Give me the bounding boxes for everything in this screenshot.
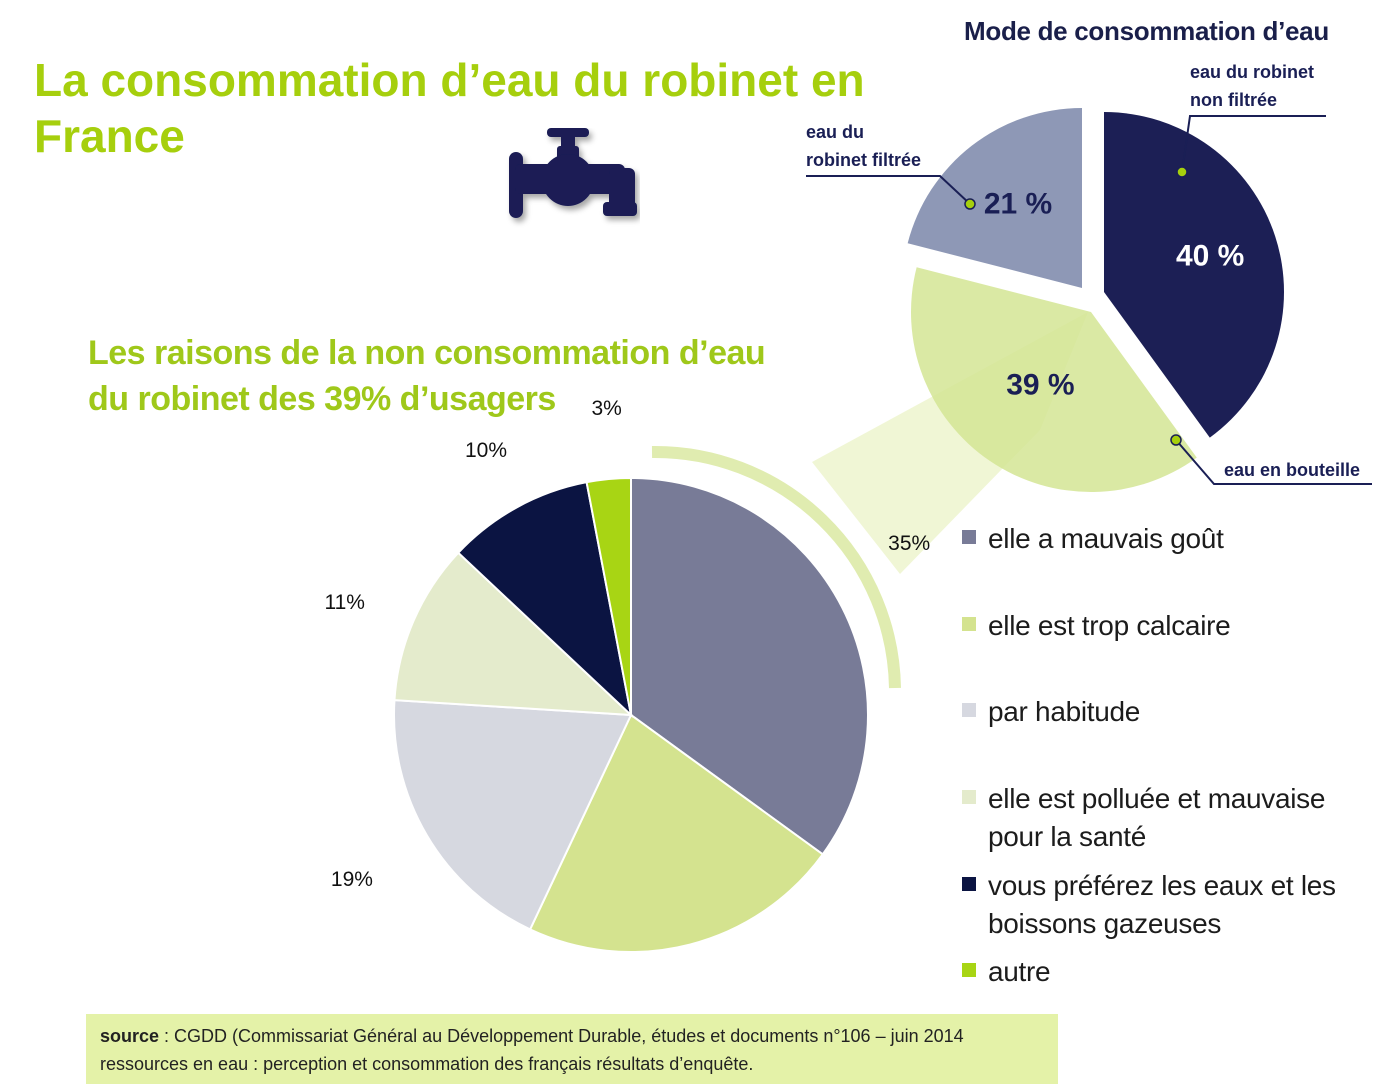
legend-label: vous préférez les eaux et les boissons g… <box>988 870 1336 939</box>
slice-autre <box>585 476 632 716</box>
slice-label-autre: 3% <box>591 397 621 420</box>
legend-swatch <box>962 703 976 717</box>
top-pie-callouts <box>806 115 1372 485</box>
label-filtree-line2: robinet filtrée <box>806 150 921 170</box>
source-bold: source <box>100 1026 160 1046</box>
legend-swatch <box>962 530 976 544</box>
legend-item-elle-est-trop-calcaire: elle est trop calcaire <box>962 607 1358 645</box>
slice-label-elle-est-polluee-et-mauvaise-pour-la-sante: 11% <box>325 591 365 614</box>
top-slice-eau-du-robinet-non-filtree <box>1104 112 1284 438</box>
legend-swatch <box>962 617 976 631</box>
legend-item-elle-a-mauvais-gout: elle a mauvais goût <box>962 520 1358 558</box>
top-pie-labels: eau du robinet non filtrée eau du robine… <box>806 62 1360 480</box>
label-non-filtree-line2: non filtrée <box>1190 90 1277 110</box>
top-slice-label-eau-du-robinet-filtree: 21 % <box>984 187 1052 220</box>
top-pie: 40 % 39 % 21 % <box>907 108 1284 493</box>
legend-label: par habitude <box>988 696 1141 727</box>
legend-swatch <box>962 790 976 804</box>
top-slice-eau-du-robinet-filtree <box>907 108 1082 288</box>
slice-elle-est-polluee-et-mauvaise-pour-la-sante <box>393 551 634 717</box>
legend-item-elle-est-polluee-et-mauvaise-pour-la-sante: elle est polluée et mauvaise pour la san… <box>962 780 1358 856</box>
label-non-filtree-line1: eau du robinet <box>1190 62 1314 82</box>
page-title: La consommation d’eau du robinet en Fran… <box>34 54 865 162</box>
section-subtitle: Les raisons de la non consommation d’eau… <box>88 334 766 418</box>
top-slice-label-eau-du-robinet-non-filtree: 40 % <box>1176 239 1244 272</box>
slice-vous-preferez-les-eaux-et-les-boissons-gazeuses <box>456 481 633 718</box>
zoom-arc <box>651 445 901 689</box>
main-pie: 35%22%19%11%10%3% <box>325 397 931 1037</box>
source-text: : CGDD (Commissariat Général au Développ… <box>100 1026 964 1074</box>
legend-item-vous-preferez-les-eaux-et-les-boissons-gazeuses: vous préférez les eaux et les boissons g… <box>962 867 1358 943</box>
legend-item-par-habitude: par habitude <box>962 693 1358 731</box>
callout-line-filtree <box>806 175 971 205</box>
legend-label: elle est trop calcaire <box>988 610 1231 641</box>
slice-label-vous-preferez-les-eaux-et-les-boissons-gazeuses: 10% <box>465 439 507 462</box>
legend-label: elle a mauvais goût <box>988 523 1224 554</box>
callout-dot-filtree <box>964 198 976 210</box>
top-chart-title: Mode de consommation d’eau <box>964 16 1329 46</box>
slice-par-habitude <box>393 699 633 931</box>
label-filtree-line1: eau du <box>806 122 864 142</box>
top-slice-label-eau-en-bouteille: 39 % <box>1006 368 1074 401</box>
callout-dot-bouteille <box>1170 434 1182 446</box>
slice-label-par-habitude: 19% <box>331 868 373 891</box>
legend-item-autre: autre <box>962 953 1358 991</box>
faucet-icon <box>509 128 637 218</box>
label-bouteille: eau en bouteille <box>1224 460 1360 480</box>
slice-label-elle-a-mauvais-gout: 35% <box>888 532 930 555</box>
callout-line-bouteille <box>1175 439 1372 485</box>
slice-elle-a-mauvais-gout <box>630 476 869 856</box>
callout-line-non-filtree <box>1181 115 1326 173</box>
legend-swatch <box>962 877 976 891</box>
legend-label: elle est polluée et mauvaise pour la san… <box>988 783 1326 852</box>
source-note: source : CGDD (Commissariat Général au D… <box>86 1014 1058 1084</box>
legend-label: autre <box>988 956 1051 987</box>
callout-dot-non-filtree <box>1176 166 1188 178</box>
legend-swatch <box>962 963 976 977</box>
top-slice-eau-en-bouteille <box>911 267 1197 493</box>
